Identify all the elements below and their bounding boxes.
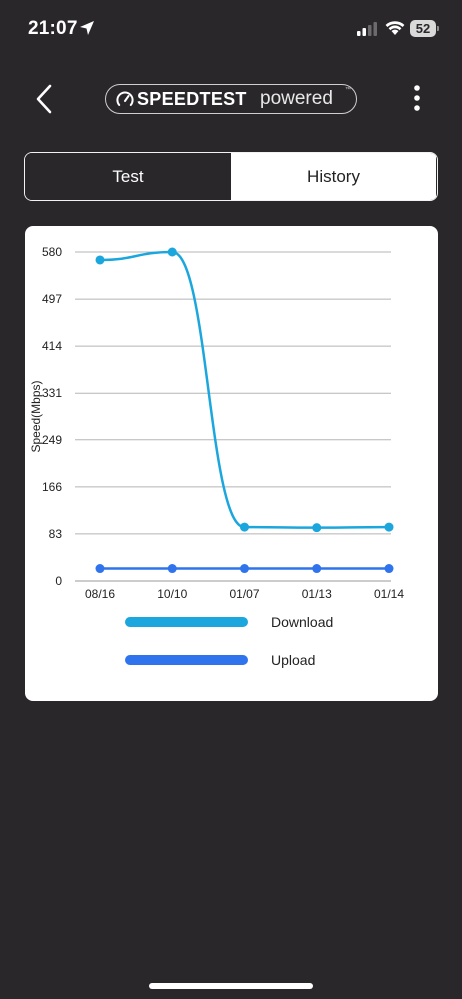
download-point-01-14 <box>384 522 394 532</box>
upload-point-01-13 <box>312 564 322 574</box>
y-tick-label: 497 <box>42 292 62 306</box>
tab-test[interactable]: Test <box>25 153 231 200</box>
y-axis-label: Speed(Mbps) <box>29 380 43 452</box>
upload-point-10-10 <box>167 564 177 574</box>
battery-level: 52 <box>415 21 431 36</box>
y-tick-label: 166 <box>42 480 62 494</box>
y-tick-label: 414 <box>42 339 62 353</box>
status-time: 21:07 <box>28 18 78 39</box>
test-history-segmented-control: Test History <box>24 152 438 201</box>
legend-upload-label: Upload <box>271 652 316 668</box>
legend-upload-swatch <box>125 655 248 665</box>
y-tick-label: 331 <box>42 386 62 400</box>
logo-brand-text: SPEEDTEST <box>137 89 247 109</box>
speedometer-icon <box>116 91 134 106</box>
y-tick-label: 249 <box>42 433 62 447</box>
download-point-01-07 <box>240 522 249 532</box>
more-options-button[interactable] <box>407 84 427 114</box>
location-arrow-icon <box>80 21 94 35</box>
download-point-08-16 <box>95 255 105 265</box>
status-bar: 21:07 52 <box>0 0 462 60</box>
upload-point-08-16 <box>95 564 105 574</box>
chevron-left-icon <box>36 84 52 114</box>
speed-history-chart: 0 83 166 249 331 414 497 580 08/16 10/10 01/07 01/1… <box>29 245 404 601</box>
more-vertical-icon <box>414 85 420 111</box>
wifi-icon <box>385 21 405 35</box>
logo-sub-text: powered <box>260 88 333 109</box>
legend-download-swatch <box>125 617 248 627</box>
speedtest-logo: SPEEDTEST powered ™ <box>105 84 357 114</box>
y-tick-label: 0 <box>55 574 62 588</box>
battery-icon: 52 <box>410 20 440 37</box>
download-point-01-13 <box>312 523 322 533</box>
upload-point-01-14 <box>384 564 394 574</box>
logo-trademark: ™ <box>345 87 351 93</box>
x-tick-label: 01/14 <box>374 587 404 601</box>
cellular-signal-icon <box>357 22 377 36</box>
back-button[interactable] <box>30 82 60 116</box>
home-indicator <box>149 983 313 989</box>
download-point-10-10 <box>167 247 177 257</box>
legend-download-label: Download <box>271 614 334 630</box>
legend-upload: Upload <box>125 650 385 670</box>
legend-download: Download <box>125 612 385 632</box>
tab-history[interactable]: History <box>231 153 436 200</box>
x-tick-label: 01/13 <box>302 587 332 601</box>
x-tick-label: 08/16 <box>85 587 115 601</box>
x-tick-label: 10/10 <box>157 587 187 601</box>
y-tick-label: 83 <box>49 527 63 541</box>
speed-history-chart-card: 0 83 166 249 331 414 497 580 08/16 10/10 01/07 01/1… <box>25 226 438 701</box>
y-tick-label: 580 <box>42 245 62 259</box>
x-tick-label: 01/07 <box>229 587 259 601</box>
upload-point-01-07 <box>240 564 249 574</box>
series-line-download <box>99 250 390 529</box>
